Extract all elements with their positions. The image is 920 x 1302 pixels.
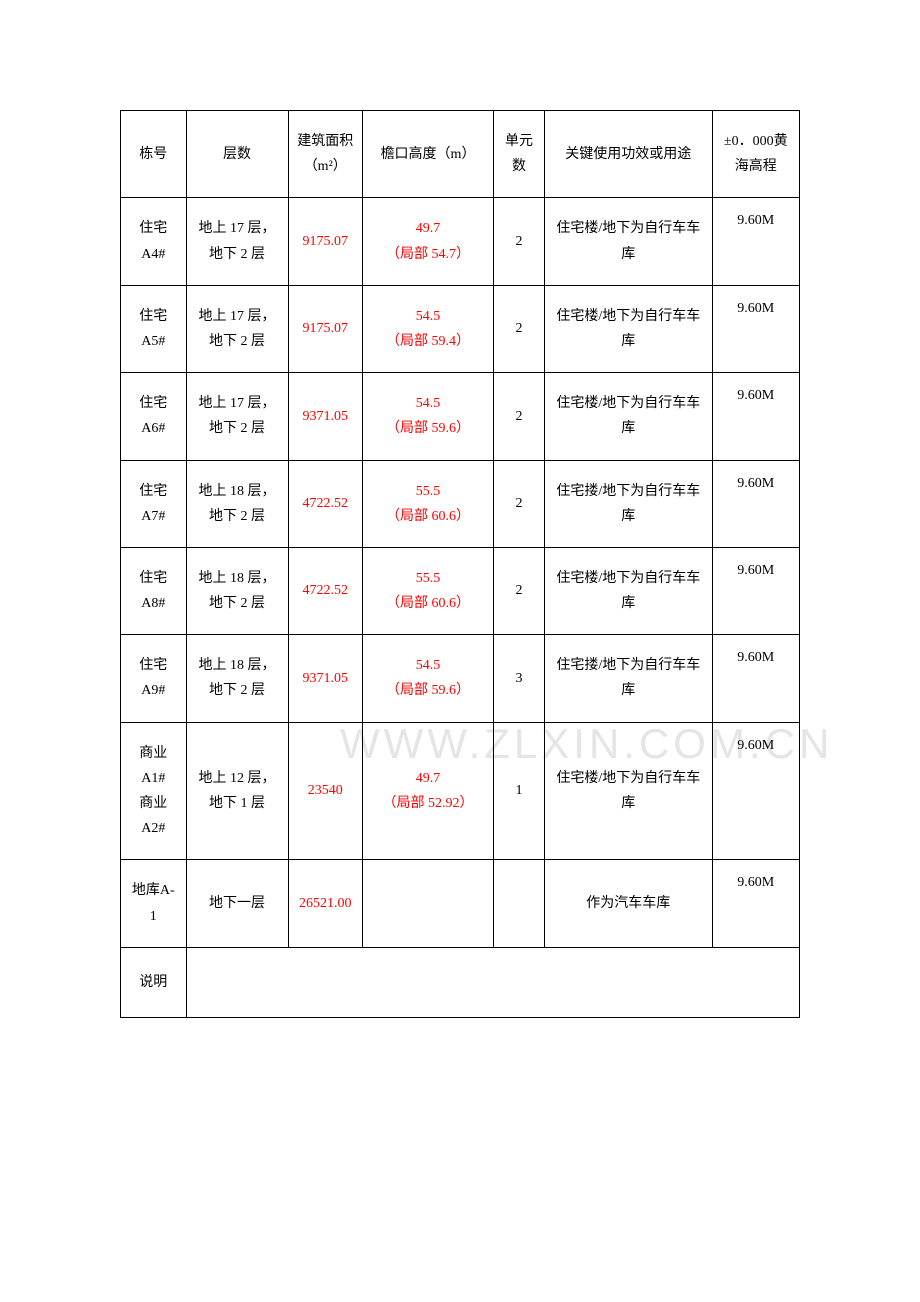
cell-building: 住宅A9# [121,635,187,722]
cell-area: 4722.52 [288,460,362,547]
cell-height: 49.7（局部 54.7） [362,198,493,285]
table-row: 住宅A7#地上 18 层，地下 2 层4722.5255.5（局部 60.6）2… [121,460,800,547]
cell-height: 55.5（局部 60.6） [362,460,493,547]
cell-units: 2 [494,198,545,285]
header-area: 建筑面积（m²） [288,111,362,198]
cell-units: 1 [494,722,545,860]
cell-usage: 住宅楼/地下为自行车车库 [545,198,713,285]
cell-units [494,860,545,947]
cell-floors: 地上 17 层，地下 2 层 [186,198,288,285]
header-height: 檐口高度（m） [362,111,493,198]
cell-height: 54.5（局部 59.6） [362,373,493,460]
cell-usage: 作为汽车车库 [545,860,713,947]
cell-height: 54.5（局部 59.6） [362,635,493,722]
cell-elevation: 9.60M [712,460,799,547]
cell-floors: 地上 17 层，地下 2 层 [186,373,288,460]
cell-building: 地库A-1 [121,860,187,947]
cell-building: 住宅A8# [121,547,187,634]
cell-units: 3 [494,635,545,722]
cell-floors: 地上 18 层，地下 2 层 [186,635,288,722]
cell-units: 2 [494,373,545,460]
cell-building: 说明 [121,947,187,1017]
cell-floors: 地上 18 层，地下 2 层 [186,547,288,634]
cell-elevation: 9.60M [712,547,799,634]
header-elevation: ±0．000黄海高程 [712,111,799,198]
cell-building: 住宅A6# [121,373,187,460]
cell-area: 9175.07 [288,285,362,372]
cell-elevation: 9.60M [712,285,799,372]
cell-usage: 住宅楼/地下为自行车车库 [545,285,713,372]
cell-usage: 住宅搂/地下为自行车车库 [545,460,713,547]
cell-height: 54.5（局部 59.4） [362,285,493,372]
cell-elevation: 9.60M [712,860,799,947]
cell-building: 住宅A5# [121,285,187,372]
cell-description [186,947,799,1017]
cell-floors: 地下一层 [186,860,288,947]
header-building: 栋号 [121,111,187,198]
cell-floors: 地上 17 层，地下 2 层 [186,285,288,372]
table-row: 商业A1#商业A2#地上 12 层，地下 1 层2354049.7（局部 52.… [121,722,800,860]
cell-height [362,860,493,947]
cell-building: 住宅A4# [121,198,187,285]
cell-usage: 住宅搂/地下为自行车车库 [545,635,713,722]
cell-building: 住宅A7# [121,460,187,547]
table-row: 住宅A8#地上 18 层，地下 2 层4722.5255.5（局部 60.6）2… [121,547,800,634]
cell-usage: 住宅楼/地下为自行车车库 [545,547,713,634]
cell-area: 9175.07 [288,198,362,285]
cell-elevation: 9.60M [712,373,799,460]
cell-elevation: 9.60M [712,635,799,722]
table-row: 住宅A4#地上 17 层，地下 2 层9175.0749.7（局部 54.7）2… [121,198,800,285]
header-units: 单元数 [494,111,545,198]
header-usage: 关键使用功效或用途 [545,111,713,198]
cell-floors: 地上 12 层，地下 1 层 [186,722,288,860]
cell-building: 商业A1#商业A2# [121,722,187,860]
cell-units: 2 [494,547,545,634]
table-row: 住宅A9#地上 18 层，地下 2 层9371.0554.5（局部 59.6）3… [121,635,800,722]
table-header-row: 栋号 层数 建筑面积（m²） 檐口高度（m） 单元数 关键使用功效或用途 ±0．… [121,111,800,198]
cell-elevation: 9.60M [712,198,799,285]
table-row: 住宅A6#地上 17 层，地下 2 层9371.0554.5（局部 59.6）2… [121,373,800,460]
cell-area: 26521.00 [288,860,362,947]
cell-area: 9371.05 [288,373,362,460]
cell-floors: 地上 18 层，地下 2 层 [186,460,288,547]
cell-area: 23540 [288,722,362,860]
cell-elevation: 9.60M [712,722,799,860]
cell-area: 4722.52 [288,547,362,634]
cell-units: 2 [494,460,545,547]
cell-height: 55.5（局部 60.6） [362,547,493,634]
cell-height: 49.7（局部 52.92） [362,722,493,860]
cell-area: 9371.05 [288,635,362,722]
table-row: 地库A-1地下一层26521.00 作为汽车车库9.60M [121,860,800,947]
table-row: 住宅A5#地上 17 层，地下 2 层9175.0754.5（局部 59.4）2… [121,285,800,372]
cell-units: 2 [494,285,545,372]
cell-usage: 住宅楼/地下为自行车车库 [545,722,713,860]
cell-usage: 住宅楼/地下为自行车车库 [545,373,713,460]
table-row: 说明 [121,947,800,1017]
building-data-table: 栋号 层数 建筑面积（m²） 檐口高度（m） 单元数 关键使用功效或用途 ±0．… [120,110,800,1018]
header-floors: 层数 [186,111,288,198]
